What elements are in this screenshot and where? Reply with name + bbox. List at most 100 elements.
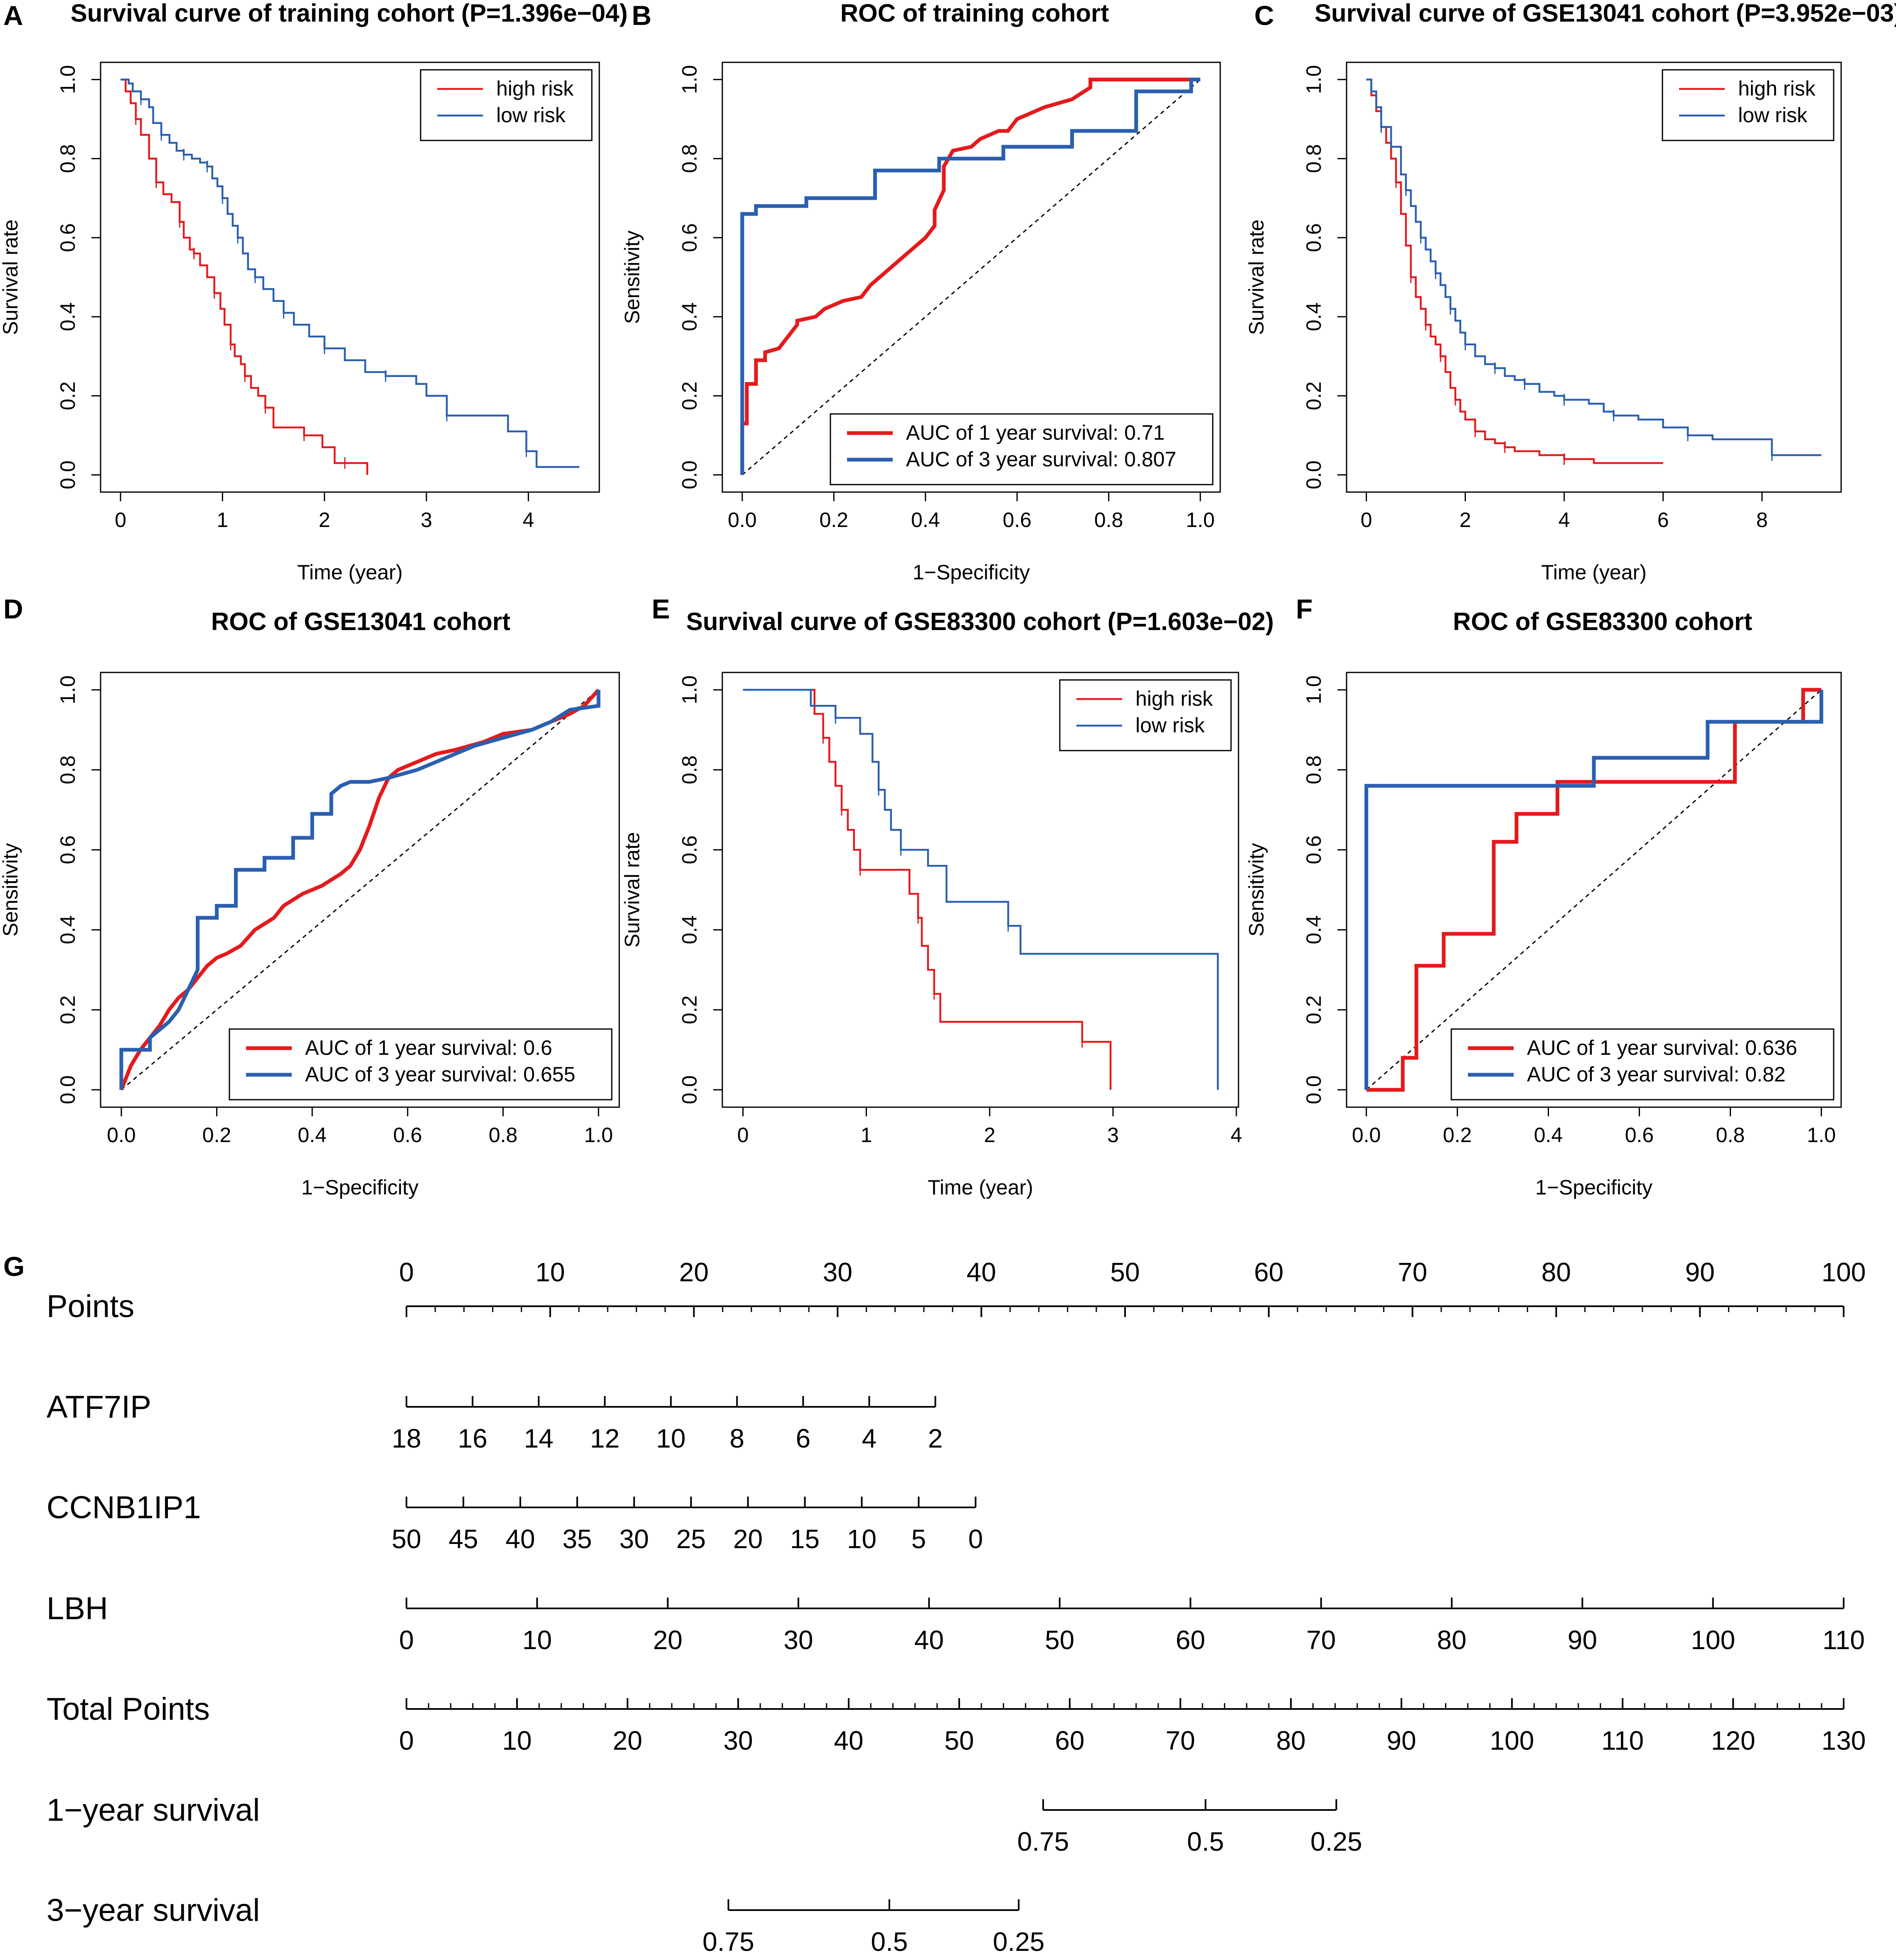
- panel-letter: A: [3, 0, 23, 31]
- x-tick-label: 1.0: [1186, 508, 1215, 532]
- y-tick-label: 1.0: [56, 675, 79, 704]
- plot-frame: [721, 62, 1221, 493]
- chart-title: Survival curve of GSE83300 cohort (P=1.6…: [686, 608, 1274, 635]
- legend: high risk low risk: [1059, 679, 1232, 751]
- nomogram-tick-label: 110: [1822, 1625, 1865, 1655]
- x-tick-label: 0: [737, 1123, 749, 1147]
- x-tick-label: 0.6: [393, 1123, 422, 1147]
- x-tick-label: 0.0: [107, 1123, 136, 1147]
- x-tick-label: 4: [1231, 1123, 1242, 1147]
- y-tick-label: 0.0: [1302, 1075, 1325, 1104]
- nomogram-tick-label: 50: [1110, 1257, 1140, 1287]
- nomogram-tick-label: 10: [847, 1524, 877, 1554]
- chart-title: ROC of GSE13041 cohort: [211, 608, 510, 635]
- nomogram-tick-label: 20: [653, 1625, 682, 1655]
- nomogram-tick-label: 70: [1398, 1257, 1427, 1287]
- legend: AUC of 1 year survival: 0.6 AUC of 3 year…: [229, 1028, 613, 1101]
- nomogram-tick-label: 30: [724, 1726, 753, 1756]
- nomogram-row-label: Total Points: [47, 1692, 210, 1727]
- x-tick-label: 0.2: [1443, 1123, 1472, 1147]
- y-tick-label: 0.6: [678, 223, 701, 252]
- y-tick-label: 0.2: [1302, 995, 1325, 1024]
- y-tick-label: 0.4: [678, 915, 701, 944]
- y-tick-label: 0.2: [1302, 382, 1325, 411]
- series-line-auc-3-year: [740, 77, 1201, 475]
- y-axis-label: Survival rate: [1245, 219, 1268, 335]
- x-tick-label: 0.6: [1002, 508, 1032, 532]
- plot-frame: [1346, 62, 1842, 493]
- legend-label: low risk: [1738, 103, 1808, 127]
- y-tick-label: 1.0: [678, 675, 701, 704]
- plot-frame: [100, 62, 600, 493]
- y-tick-label: 0.4: [56, 915, 79, 944]
- nomogram-tick-label: 50: [944, 1726, 974, 1756]
- nomogram-tick-label: 0: [399, 1625, 414, 1655]
- legend-label: high risk: [1738, 77, 1816, 100]
- series-line-high-risk: [121, 79, 368, 475]
- nomogram-tick-label: 0: [399, 1257, 414, 1287]
- x-tick-label: 0.4: [298, 1123, 327, 1147]
- nomogram-tick-label: 0.5: [871, 1927, 908, 1957]
- y-tick-label: 0.8: [56, 756, 79, 785]
- nomogram-tick-label: 100: [1490, 1726, 1534, 1756]
- y-tick-label: 0.8: [678, 144, 701, 173]
- nomogram-tick-label: 100: [1691, 1625, 1735, 1655]
- x-tick-label: 0.4: [1534, 1123, 1563, 1147]
- panel-b: B ROC of training cohort 0.0 0.2 0.4 0.6 0.8 1.…: [621, 0, 1221, 584]
- y-tick-label: 0.2: [56, 382, 79, 411]
- y-tick-label: 0.0: [678, 1075, 701, 1104]
- legend-label: AUC of 3 year survival: 0.807: [906, 448, 1176, 471]
- legend: high risk low risk: [420, 69, 593, 141]
- y-tick-label: 0.2: [678, 995, 701, 1024]
- series-line-auc-1-year: [119, 688, 600, 1091]
- nomogram-tick-label: 100: [1822, 1257, 1866, 1287]
- x-axis-label: 1−Specificity: [913, 561, 1030, 584]
- y-tick-label: 0.4: [678, 302, 701, 331]
- nomogram-tick-label: 40: [505, 1524, 535, 1554]
- nomogram-row: 1−year survival 0.75 0.5 0.25: [47, 1793, 1362, 1857]
- nomogram-row: Total Points 0 10 20 30 40 50 60 70 80 90 100 110 120…: [47, 1692, 1866, 1756]
- nomogram-tick-label: 50: [1045, 1625, 1074, 1655]
- y-tick-label: 0.0: [56, 460, 79, 490]
- x-tick-label: 1: [861, 1123, 872, 1147]
- nomogram-tick-label: 30: [823, 1257, 852, 1287]
- panel-letter: C: [1254, 0, 1274, 31]
- nomogram-row-label: LBH: [47, 1591, 108, 1626]
- nomogram-tick-label: 70: [1306, 1625, 1336, 1655]
- legend-box: [229, 1028, 613, 1101]
- nomogram-row-label: Points: [47, 1289, 134, 1324]
- x-axis-label: Time (year): [928, 1176, 1033, 1199]
- legend-label: low risk: [496, 103, 566, 127]
- panel-a: A Survival curve of training cohort (P=1.…: [0, 0, 628, 584]
- nomogram-tick-label: 30: [783, 1625, 813, 1655]
- nomogram-tick-label: 0.75: [702, 1927, 754, 1957]
- y-tick-label: 0.2: [56, 995, 79, 1024]
- y-tick-label: 0.8: [1302, 144, 1325, 173]
- legend-label: AUC of 3 year survival: 0.655: [305, 1063, 575, 1086]
- y-tick-label: 0.8: [1302, 756, 1325, 785]
- y-tick-label: 1.0: [56, 65, 79, 94]
- nomogram-row-label: CCNB1IP1: [47, 1490, 201, 1525]
- x-axis-label: 1−Specificity: [301, 1176, 419, 1199]
- chart-title: Survival curve of training cohort (P=1.3…: [71, 0, 628, 27]
- nomogram-tick-label: 10: [656, 1423, 686, 1453]
- legend-label: low risk: [1135, 714, 1205, 737]
- nomogram-tick-label: 2: [928, 1423, 943, 1453]
- nomogram-tick-label: 10: [522, 1625, 552, 1655]
- nomogram-tick-label: 20: [613, 1726, 642, 1756]
- x-tick-label: 3: [421, 508, 432, 532]
- y-tick-label: 0.4: [56, 302, 79, 331]
- nomogram-tick-label: 0.75: [1017, 1827, 1069, 1857]
- x-tick-label: 6: [1657, 508, 1669, 532]
- panel-letter: F: [1296, 593, 1312, 624]
- nomogram-tick-label: 0: [968, 1524, 983, 1554]
- nomogram-tick-label: 0.5: [1187, 1827, 1224, 1857]
- y-tick-label: 0.6: [1302, 835, 1325, 864]
- panel-letter: B: [632, 0, 652, 31]
- y-tick-label: 0.0: [1302, 460, 1325, 490]
- nomogram-tick-label: 25: [676, 1524, 706, 1554]
- legend-label: AUC of 1 year survival: 0.71: [906, 421, 1165, 444]
- legend-label: AUC of 1 year survival: 0.6: [305, 1036, 552, 1059]
- x-tick-label: 0.6: [1625, 1123, 1654, 1147]
